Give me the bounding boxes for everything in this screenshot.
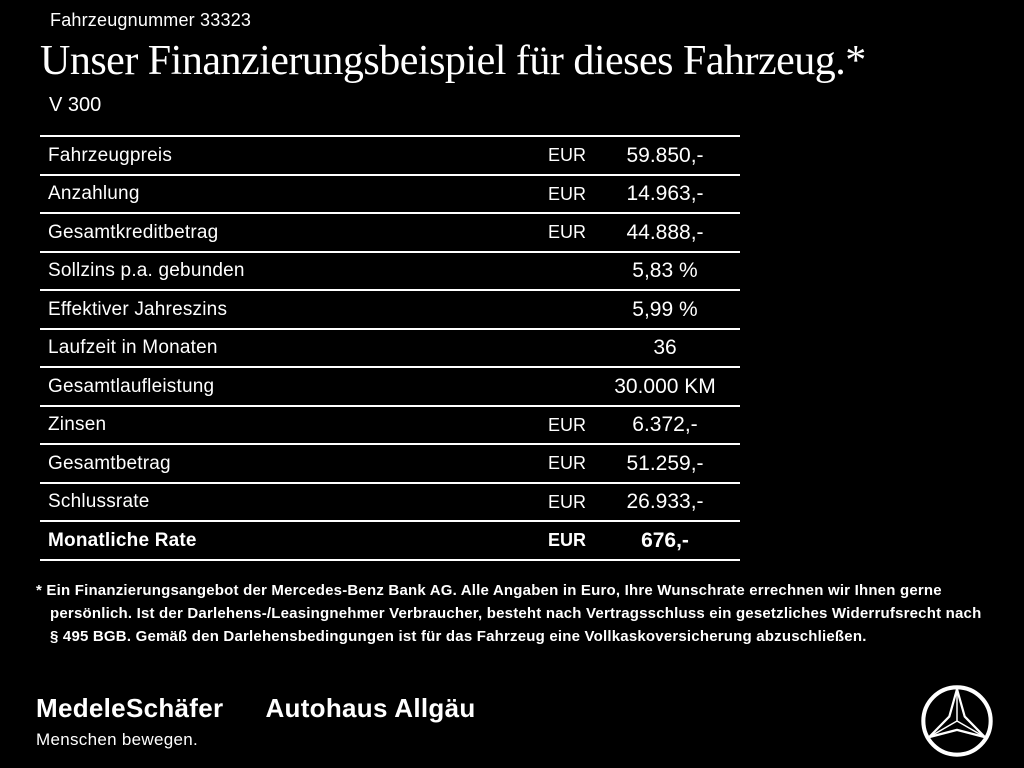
- row-value: 30.000 KM: [614, 374, 716, 398]
- row-value: 14.963,-: [626, 182, 704, 206]
- dealer-tagline: Menschen bewegen.: [36, 729, 198, 749]
- table-row: Schlussrate EUR 26.933,-: [40, 481, 740, 521]
- row-label: Effektiver Jahreszins: [48, 298, 228, 320]
- row-currency: EUR: [548, 145, 587, 166]
- row-currency: EUR: [548, 491, 587, 512]
- row-value: 5,99 %: [632, 297, 698, 321]
- row-label: Gesamtkreditbetrag: [48, 221, 219, 243]
- footer: MedeleSchäfer Autohaus Allgäu Menschen b…: [36, 684, 994, 758]
- row-currency: EUR: [548, 414, 587, 435]
- row-value: 5,83 %: [632, 259, 698, 283]
- row-label: Zinsen: [48, 414, 107, 436]
- row-value: 59.850,-: [626, 143, 704, 167]
- table-row: Effektiver Jahreszins 5,99 %: [40, 289, 740, 328]
- row-label: Gesamtbetrag: [48, 452, 171, 474]
- table-row: Anzahlung EUR 14.963,-: [40, 173, 740, 213]
- table-row: Laufzeit in Monaten 36: [40, 327, 740, 367]
- row-currency: EUR: [548, 222, 587, 243]
- vehicle-number: Fahrzeugnummer 33323: [50, 10, 252, 30]
- table-row-monthly-rate: Monatliche Rate EUR 676,-: [40, 520, 740, 559]
- table-row: Zinsen EUR 6.372,-: [40, 404, 740, 444]
- footnote-text: Ein Finanzierungsangebot der Mercedes-Be…: [42, 581, 982, 646]
- row-value: 6.372,-: [632, 413, 698, 437]
- row-label: Monatliche Rate: [48, 529, 197, 551]
- row-label: Sollzins p.a. gebunden: [48, 260, 245, 282]
- row-label: Schlussrate: [48, 491, 150, 513]
- table-row: Gesamtlaufleistung 30.000 KM: [40, 366, 740, 405]
- model-name: V 300: [49, 94, 102, 117]
- row-label: Anzahlung: [48, 183, 140, 205]
- footnote-marker: *: [36, 581, 43, 599]
- mercedes-star-icon: [920, 684, 994, 758]
- dealer-logo-autohaus-allgaeu: Autohaus Allgäu: [265, 692, 476, 723]
- dealer-block: MedeleSchäfer Autohaus Allgäu Menschen b…: [36, 693, 920, 750]
- row-value: 51.259,-: [626, 451, 704, 475]
- table-row: Fahrzeugpreis EUR 59.850,-: [40, 135, 740, 174]
- row-currency: EUR: [548, 530, 587, 551]
- row-label: Gesamtlaufleistung: [48, 375, 215, 397]
- finance-table: Fahrzeugpreis EUR 59.850,- Anzahlung EUR…: [40, 135, 740, 561]
- row-value: 676,-: [641, 528, 689, 552]
- table-row: Gesamtbetrag EUR 51.259,-: [40, 443, 740, 482]
- table-row: Gesamtkreditbetrag EUR 44.888,-: [40, 212, 740, 251]
- page-title: Unser Finanzierungsbeispiel für dieses F…: [40, 38, 866, 84]
- row-currency: EUR: [548, 183, 587, 204]
- row-label: Laufzeit in Monaten: [48, 337, 218, 359]
- row-value: 44.888,-: [626, 220, 704, 244]
- dealer-logo-medeleschaefer: MedeleSchäfer: [36, 692, 224, 723]
- row-label: Fahrzeugpreis: [48, 144, 173, 166]
- table-row: Sollzins p.a. gebunden 5,83 %: [40, 250, 740, 290]
- row-value: 36: [653, 336, 677, 360]
- row-currency: EUR: [548, 453, 587, 474]
- dealer-names: MedeleSchäfer Autohaus Allgäu: [36, 693, 920, 724]
- footnote: * Ein Finanzierungsangebot der Mercedes-…: [36, 579, 988, 649]
- row-value: 26.933,-: [626, 490, 704, 514]
